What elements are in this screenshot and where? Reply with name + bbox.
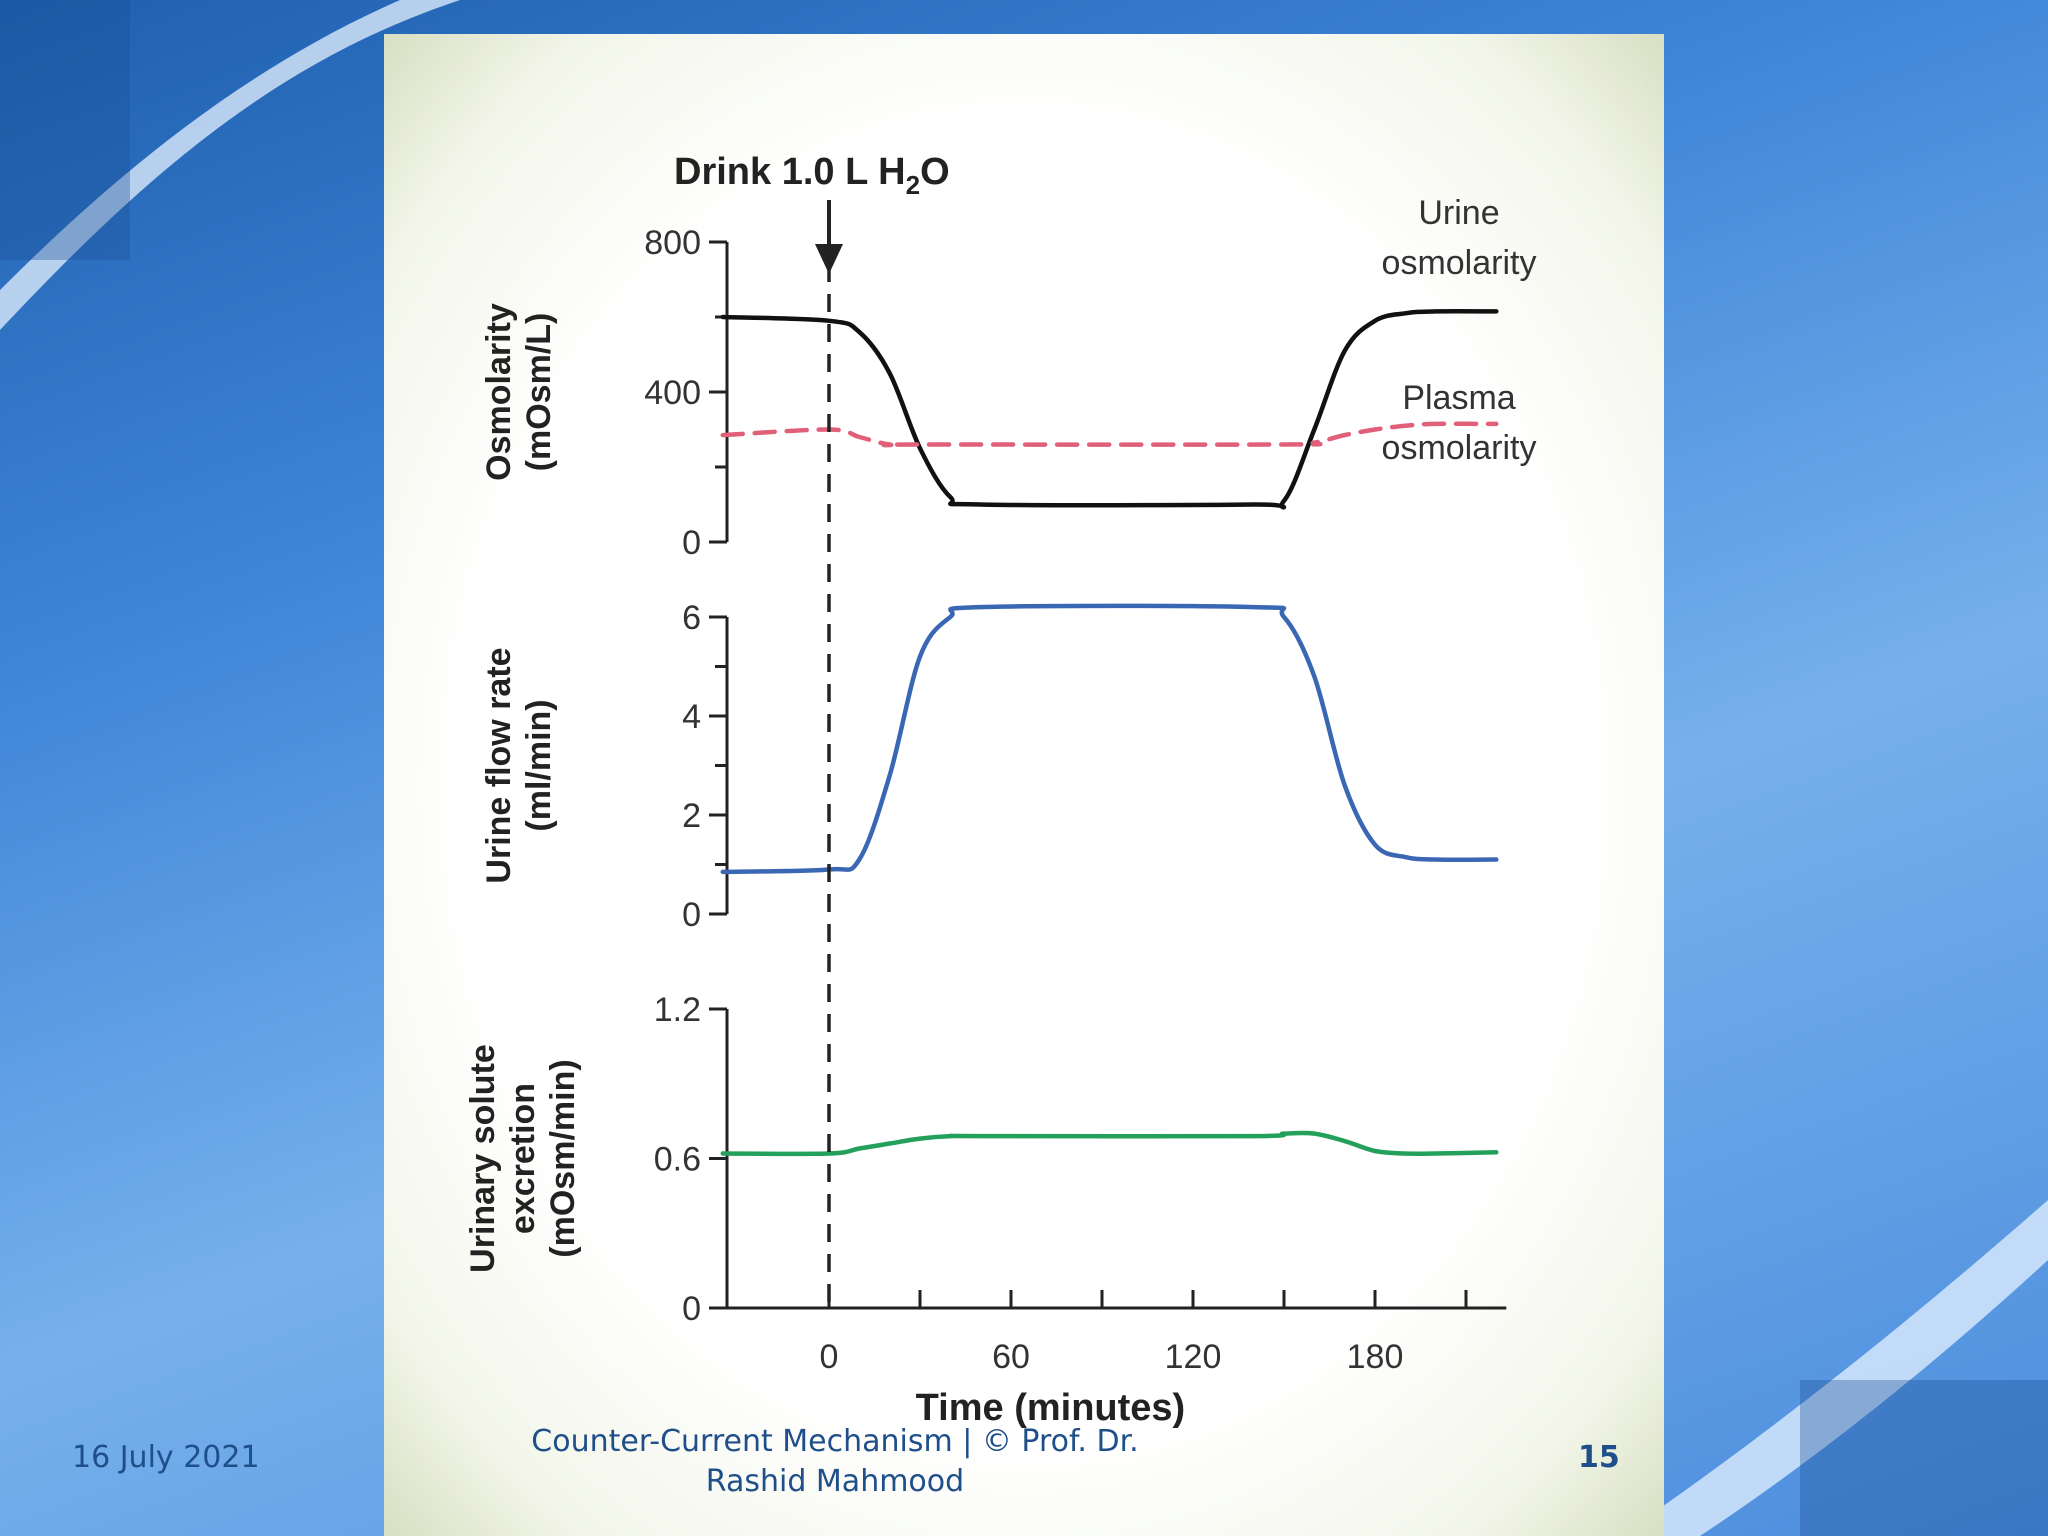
series-label-urine-osmolarity: osmolarity <box>1382 244 1537 282</box>
y-tick-label-3: 1.2 <box>654 991 701 1029</box>
background-grid-right <box>1800 1380 2048 1536</box>
drink-annotation: Drink 1.0 L H2O <box>674 151 950 200</box>
footer-title: Counter-Current Mechanism | © Prof. Dr. … <box>531 1424 1139 1499</box>
series-line-urine-osmolarity <box>720 309 1499 510</box>
y-axis-label-2: Urine flow rate <box>480 647 518 883</box>
y-axis-label-2: (ml/min) <box>520 699 558 831</box>
y-tick-label-1: 0 <box>682 524 701 562</box>
series-line-urinary-solute-excretion <box>720 1130 1499 1157</box>
x-tick-label: 60 <box>992 1338 1030 1376</box>
background-grid-left <box>0 0 130 260</box>
y-tick-label-1: 800 <box>644 224 701 262</box>
y-axis-label-3: Urinary solute <box>464 1044 502 1273</box>
y-axis-label-1: Osmolarity <box>480 303 518 481</box>
series-label-plasma-osmolarity: Plasma <box>1402 379 1515 417</box>
y-tick-label-2: 6 <box>682 599 701 637</box>
y-tick-label-2: 0 <box>682 896 701 934</box>
x-axis-label: Time (minutes) <box>916 1387 1186 1429</box>
x-tick-label: 0 <box>820 1338 839 1376</box>
x-tick-label: 120 <box>1165 1338 1222 1376</box>
drink-arrow-head <box>815 244 843 274</box>
figure-panel <box>384 34 1664 1536</box>
y-axis-label-3: excretion <box>504 1083 542 1234</box>
y-axis-label-1: (mOsm/L) <box>520 313 558 472</box>
y-tick-label-3: 0.6 <box>654 1141 701 1179</box>
x-tick-label: 180 <box>1347 1338 1404 1376</box>
series-label-urine-osmolarity: Urine <box>1418 194 1499 232</box>
y-axis-label-3: (mOsm/min) <box>544 1059 582 1257</box>
series-line-plasma-osmolarity <box>720 421 1499 448</box>
series-line-urine-flow-rate <box>720 603 1499 875</box>
y-tick-label-2: 2 <box>682 797 701 835</box>
y-tick-label-3: 0 <box>682 1290 701 1328</box>
series-label-plasma-osmolarity: osmolarity <box>1382 429 1537 467</box>
footer-page-number: 15 <box>1578 1440 1620 1475</box>
y-tick-label-2: 4 <box>682 698 701 736</box>
footer-date: 16 July 2021 <box>72 1440 260 1475</box>
y-tick-label-1: 400 <box>644 374 701 412</box>
